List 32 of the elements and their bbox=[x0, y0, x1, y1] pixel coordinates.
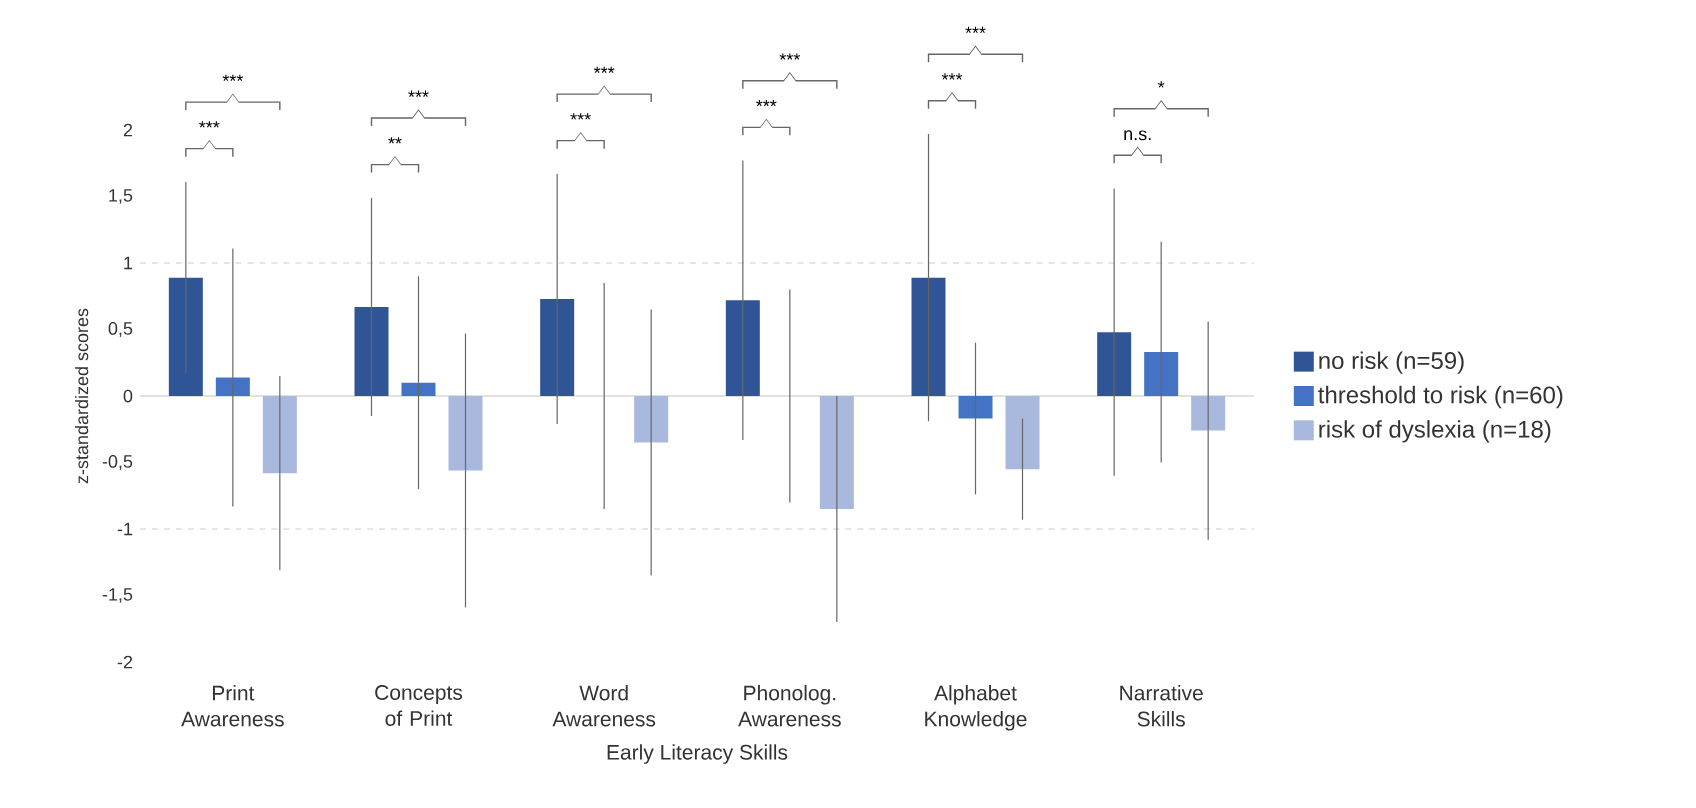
x-tick-label: Word Awareness bbox=[552, 685, 656, 727]
text: *** bbox=[408, 90, 429, 97]
x-tick-label: Concepts of Print bbox=[375, 685, 463, 726]
x-tick-label: Phonolog. Awareness bbox=[738, 685, 841, 727]
text: *** bbox=[779, 53, 801, 60]
y-tick-label: -1,5 bbox=[102, 588, 133, 603]
text: *** bbox=[756, 99, 777, 107]
y-tick-label: 0,5 bbox=[108, 322, 133, 337]
y-tick-label: -2 bbox=[117, 655, 133, 669]
legend-label: threshold to risk (n=60) bbox=[1318, 385, 1563, 409]
text: *** bbox=[593, 66, 615, 73]
x-tick-label: Narrative Skills bbox=[1120, 685, 1203, 727]
x-axis-title: Early Literacy Skills bbox=[607, 744, 788, 764]
y-tick-label: 1 bbox=[124, 256, 133, 270]
y-tick-label: 0 bbox=[123, 389, 133, 403]
y-tick-label: 1,5 bbox=[109, 189, 133, 204]
text: * bbox=[1157, 81, 1165, 88]
text: *** bbox=[222, 74, 244, 81]
text: *** bbox=[570, 113, 591, 120]
text: *** bbox=[965, 26, 986, 34]
y-tick-label: 2 bbox=[123, 123, 133, 137]
text: *** bbox=[199, 121, 220, 128]
annotation: n.s. bbox=[1124, 130, 1151, 141]
text: *** bbox=[941, 73, 963, 80]
legend-label: no risk (n=59) bbox=[1319, 351, 1464, 374]
x-tick-label: Alphabet Knowledge bbox=[925, 685, 1027, 731]
legend-label: risk of dyslexia (n=18) bbox=[1319, 420, 1551, 443]
y-tick-label: -1 bbox=[117, 522, 133, 536]
x-tick-label: Print Awareness bbox=[181, 685, 284, 727]
annotation: ** bbox=[388, 137, 402, 144]
y-axis-title: z-standardized scores bbox=[75, 308, 89, 484]
y-tick-label: -0,5 bbox=[102, 455, 133, 470]
